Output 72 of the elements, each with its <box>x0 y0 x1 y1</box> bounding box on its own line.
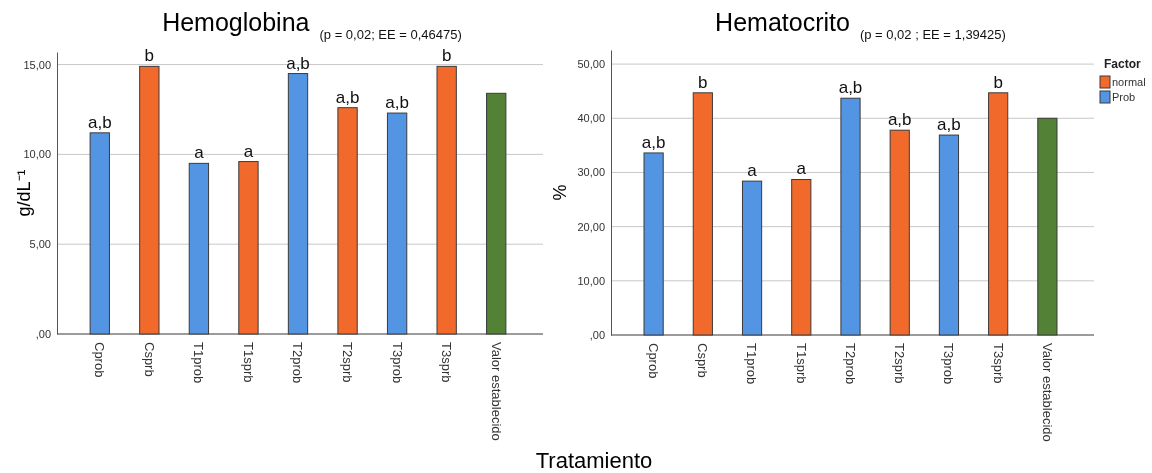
bar <box>337 107 358 335</box>
legend-label: Prob <box>1112 91 1136 103</box>
x-tick-label: Cprob <box>646 343 662 379</box>
bar <box>692 92 713 336</box>
data-label: a,b <box>887 110 912 130</box>
bar <box>436 65 457 335</box>
data-label: a,b <box>286 53 310 73</box>
data-label: a <box>796 159 807 179</box>
y-tick-label: 10,00 <box>577 274 605 287</box>
x-tick-label: T2sprb <box>892 343 908 384</box>
chart-subtitle: (p = 0,02; EE = 0,46475) <box>319 27 462 42</box>
x-tick-label: T3prob <box>389 342 405 384</box>
y-tick-label: 10,00 <box>23 148 51 161</box>
bar <box>889 129 910 336</box>
bar <box>139 65 160 335</box>
bar <box>741 180 763 336</box>
y-tick-label: 20,00 <box>577 220 605 233</box>
data-label: a <box>194 143 205 163</box>
x-tick-label: T2prob <box>842 343 858 385</box>
x-tick-label: Valor establecido <box>1039 343 1055 442</box>
x-tick-label: Cprob <box>92 342 108 378</box>
data-label: a,b <box>87 112 112 132</box>
legend-title: Factor <box>1104 57 1141 71</box>
bar <box>386 112 408 335</box>
data-label: a,b <box>335 87 360 107</box>
bar <box>840 97 861 336</box>
y-tick-label: 5,00 <box>29 238 51 251</box>
bar <box>89 132 110 335</box>
bar <box>938 134 960 336</box>
y-tick-label: ,00 <box>589 329 605 342</box>
x-tick-label: T3prob <box>941 343 957 385</box>
y-axis-title: g/dL⁻¹ <box>14 169 34 217</box>
x-tick-label: T2prob <box>290 342 306 384</box>
data-label: a,b <box>641 132 666 152</box>
x-tick-label: T3sprb <box>439 342 455 383</box>
x-tick-label: Csprb <box>141 342 157 377</box>
data-label: a,b <box>385 93 409 113</box>
data-label: a <box>243 141 254 161</box>
bar <box>287 73 309 335</box>
bar <box>486 92 507 335</box>
y-axis-title: % <box>550 184 570 201</box>
data-label: b <box>144 46 155 66</box>
x-tick-label: T1sprb <box>793 343 809 384</box>
x-axis-title: Tratamiento <box>535 448 653 473</box>
y-tick-label: 50,00 <box>577 58 605 71</box>
chart-title: Hematocrito <box>715 8 850 36</box>
y-tick-label: 30,00 <box>577 166 605 179</box>
y-tick-label: 15,00 <box>23 58 51 71</box>
data-label: b <box>993 72 1003 92</box>
x-tick-label: T2sprb <box>340 342 356 383</box>
x-tick-label: Csprb <box>695 343 711 378</box>
x-tick-label: T1sprb <box>240 342 256 383</box>
bar <box>238 161 259 335</box>
x-tick-label: T1prob <box>191 342 207 384</box>
data-label: b <box>698 72 708 92</box>
bar <box>988 92 1009 336</box>
bar <box>188 162 210 335</box>
chart-subtitle: (p = 0,02 ; EE = 1,39425) <box>859 27 1006 42</box>
y-tick-label: ,00 <box>35 328 51 341</box>
bar <box>643 152 664 336</box>
x-tick-label: T3sprb <box>990 343 1006 384</box>
data-label: a,b <box>838 78 863 98</box>
chart-title: Hemoglobina <box>162 8 310 36</box>
bar <box>1037 117 1058 336</box>
legend-label: normal <box>1112 76 1146 88</box>
data-label: a,b <box>937 115 961 135</box>
x-tick-label: T1prob <box>744 343 760 385</box>
data-label: a <box>747 161 758 181</box>
data-label: b <box>441 46 452 66</box>
bar <box>791 179 812 336</box>
x-tick-label: Valor establecido <box>488 342 504 441</box>
y-tick-label: 40,00 <box>577 112 605 125</box>
